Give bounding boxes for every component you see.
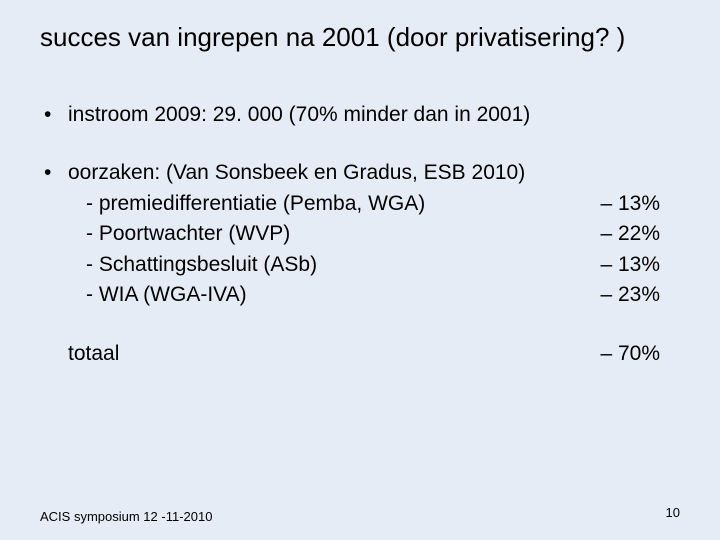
- cause-label: - premiedifferentiatie (Pemba, WGA): [86, 189, 425, 219]
- cause-row: - Schattingsbesluit (ASb) – 13%: [68, 250, 660, 280]
- total-label: totaal: [68, 339, 119, 369]
- bullet-1-text: instroom 2009: 29. 000 (70% minder dan i…: [68, 103, 530, 126]
- footer-left: ACIS symposium 12 -11-2010: [40, 509, 212, 526]
- cause-pct: – 22%: [600, 219, 660, 249]
- cause-label: - WIA (WGA-IVA): [86, 280, 247, 310]
- bullet-list: instroom 2009: 29. 000 (70% minder dan i…: [40, 100, 660, 311]
- slide-number: 10: [666, 505, 680, 520]
- bullet-2-lead: oorzaken: (Van Sonsbeek en Gradus, ESB 2…: [68, 161, 525, 184]
- cause-row: - premiedifferentiatie (Pemba, WGA) – 13…: [68, 189, 660, 219]
- cause-label: - Poortwachter (WVP): [86, 219, 290, 249]
- bullet-item-2: oorzaken: (Van Sonsbeek en Gradus, ESB 2…: [40, 158, 660, 310]
- total-row: totaal – 70%: [40, 339, 660, 369]
- cause-pct: – 13%: [600, 189, 660, 219]
- cause-pct: – 23%: [600, 280, 660, 310]
- cause-row: - Poortwachter (WVP) – 22%: [68, 219, 660, 249]
- slide-title: succes van ingrepen na 2001 (door privat…: [40, 22, 700, 53]
- bullet-item-1: instroom 2009: 29. 000 (70% minder dan i…: [40, 100, 660, 130]
- cause-label: - Schattingsbesluit (ASb): [86, 250, 317, 280]
- slide: succes van ingrepen na 2001 (door privat…: [0, 0, 720, 540]
- slide-body: instroom 2009: 29. 000 (70% minder dan i…: [40, 100, 660, 369]
- causes-list: - premiedifferentiatie (Pemba, WGA) – 13…: [68, 189, 660, 311]
- cause-row: - WIA (WGA-IVA) – 23%: [68, 280, 660, 310]
- cause-pct: – 13%: [600, 250, 660, 280]
- total-pct: – 70%: [600, 339, 660, 369]
